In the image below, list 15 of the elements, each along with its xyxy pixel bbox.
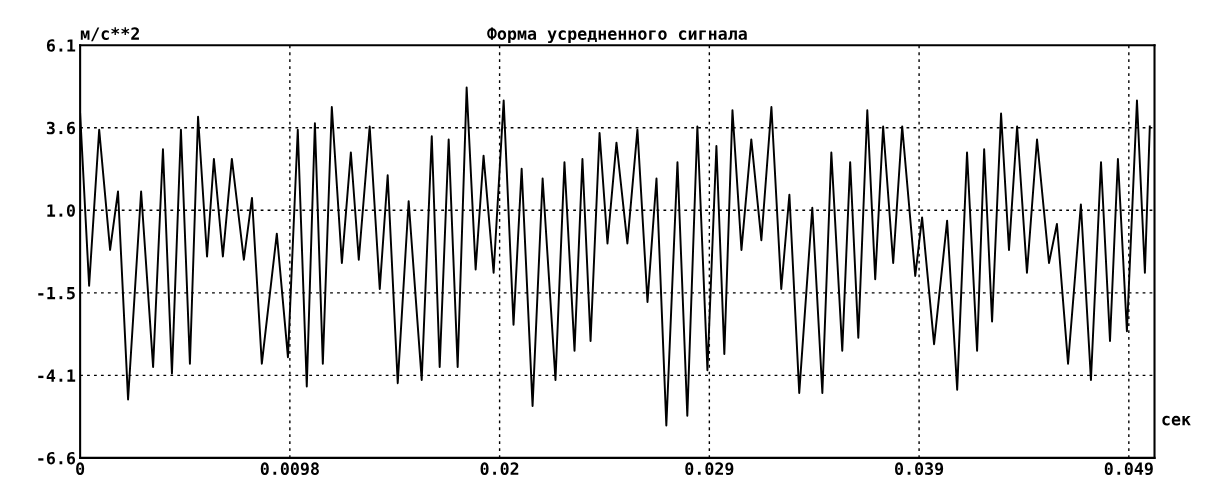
y-tick-label: -1.5 [38, 287, 75, 300]
x-tick-label: 0 [76, 462, 85, 475]
y-tick-label: 6.1 [46, 39, 76, 52]
y-tick-label: 3.6 [46, 121, 76, 135]
x-tick-label: 0.02 [480, 462, 519, 475]
x-tick-label: 0.029 [685, 462, 734, 476]
y-axis-title: м/с**2 [80, 27, 139, 42]
y-tick-label: -4.1 [38, 369, 76, 382]
x-tick-label: 0.039 [895, 462, 944, 476]
y-tick-label: 1.0 [47, 204, 75, 217]
x-tick-label: 0.049 [1104, 462, 1153, 476]
chart-title: Форма усредненного сигнала [487, 27, 747, 44]
y-tick-label: -6.6 [38, 451, 76, 465]
x-axis-title: сек [1162, 415, 1191, 426]
x-tick-label: 0.0098 [260, 462, 319, 476]
